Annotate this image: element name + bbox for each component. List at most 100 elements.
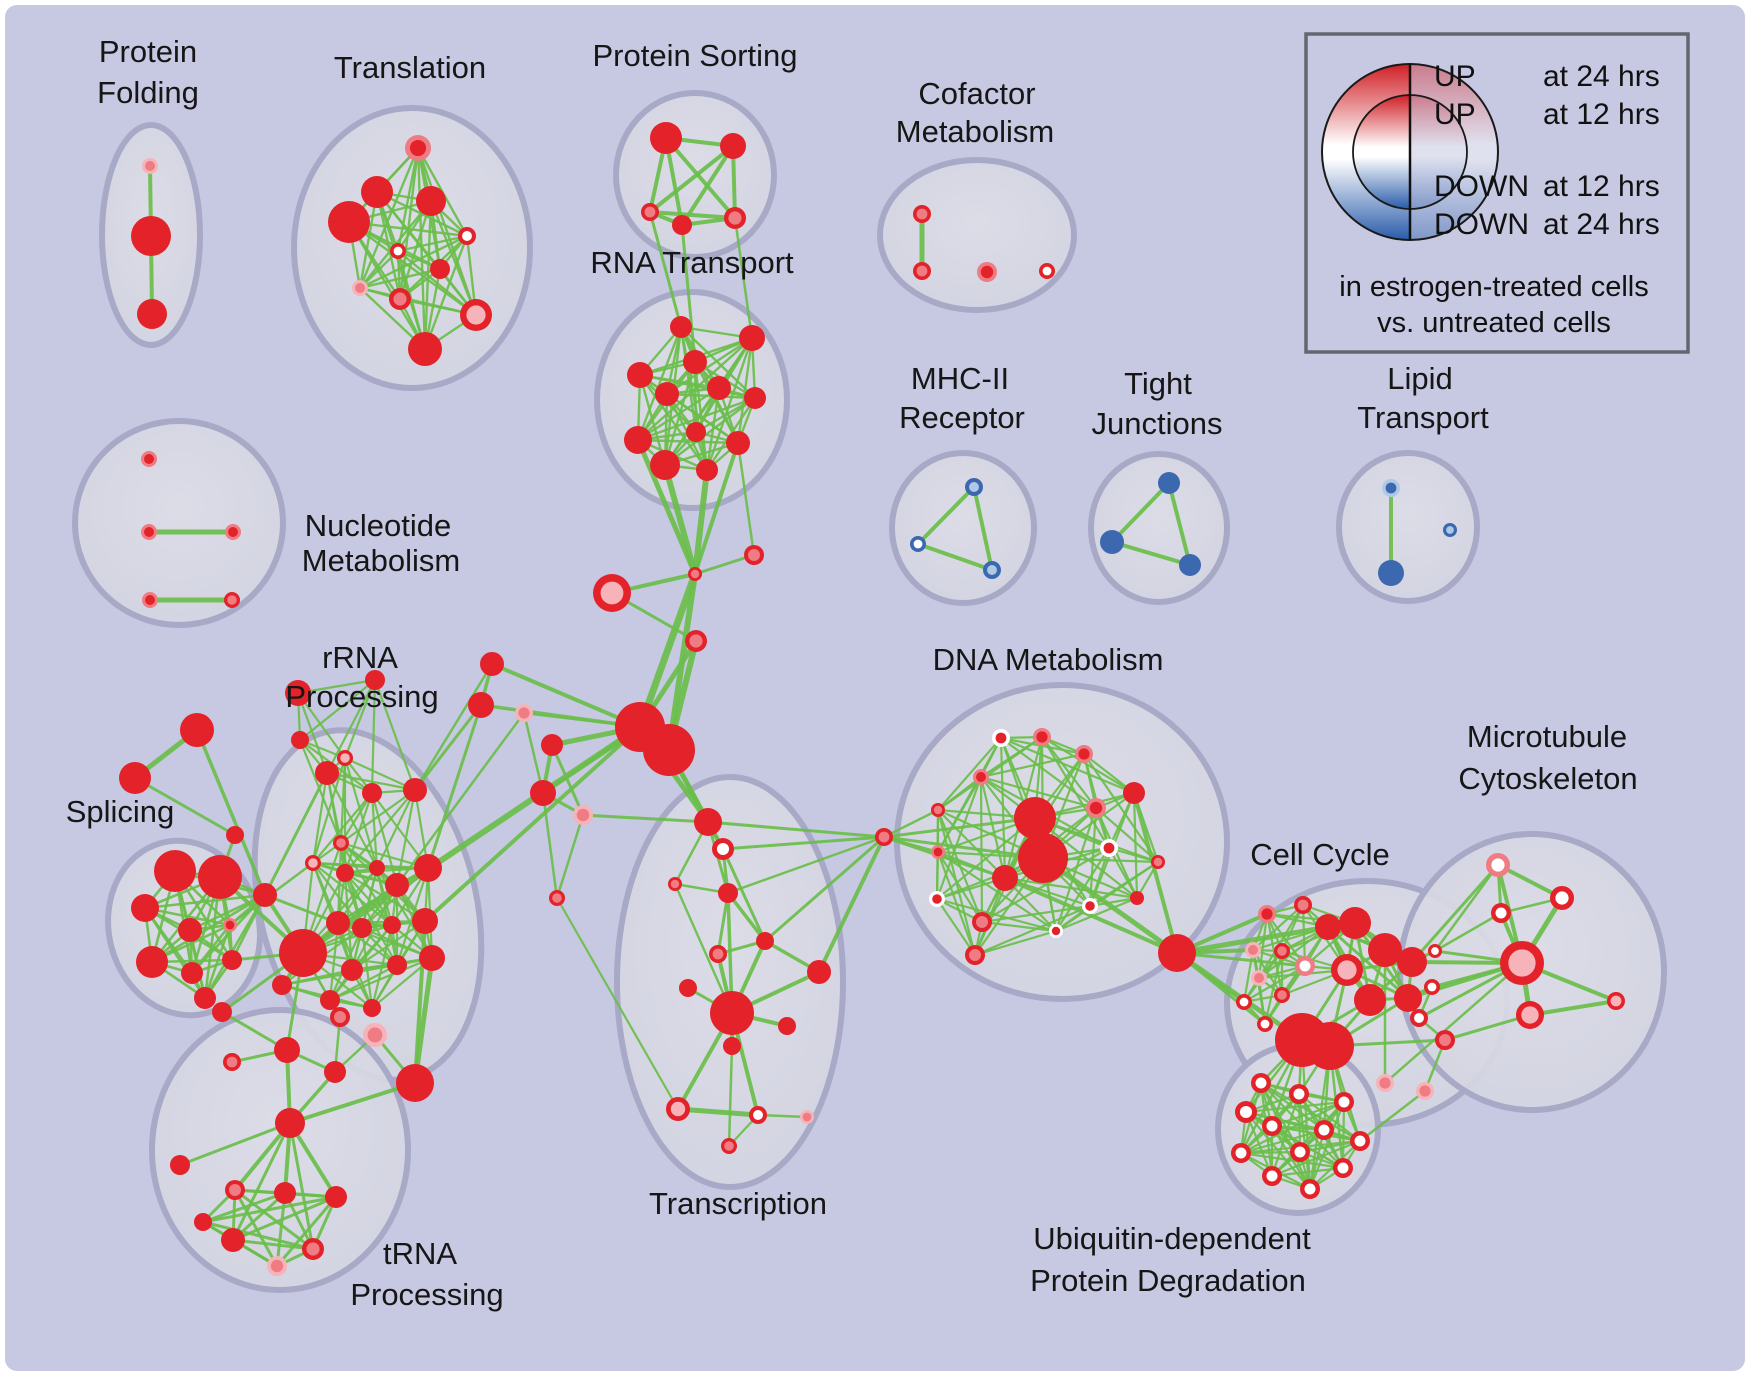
network-edge [396,234,469,253]
network-node [1123,782,1145,804]
network-node [412,908,438,934]
network-edge [648,210,737,220]
network-edge [1003,876,1179,955]
cluster-label-cofactor-metabolism: Cofactor [918,76,1035,111]
network-node [291,731,309,749]
network-edge [343,678,377,760]
network-edge [203,893,267,1000]
network-edge [370,678,377,795]
network-node [221,1228,245,1252]
network-edge [675,1106,761,1118]
network-edge [1239,1151,1345,1170]
network-edge [973,929,1058,957]
network-edge [1132,791,1179,955]
network-node [1274,987,1290,1003]
network-node [142,592,158,608]
network-node [396,1064,434,1102]
legend-footnote: in estrogen-treated cells [1339,271,1649,303]
network-node [389,288,411,310]
network-edge [679,325,709,472]
network-node [142,158,158,174]
network-node [480,652,504,676]
network-node [1289,1084,1309,1104]
network-node [1428,944,1442,958]
network-edge [343,788,417,875]
network-node [131,216,171,256]
cluster-label-dna-metabolism: DNA Metabolism [933,642,1164,677]
cluster-label-splicing: Splicing [66,794,175,829]
network-edge [999,736,1136,795]
network-node [650,122,682,154]
network-edge [288,1081,417,1125]
cluster-label-rna-transport: RNA Transport [590,245,794,280]
network-node [778,1017,796,1035]
network-edge [195,728,267,897]
network-node [1331,954,1363,986]
network-node [1306,1022,1354,1070]
legend-footnote: vs. untreated cells [1377,307,1611,339]
network-node [807,960,831,984]
network-edge [1528,999,1618,1017]
network-edge [325,771,417,792]
network-node [1378,560,1404,586]
network-node [696,459,718,481]
network-edge [716,891,730,956]
cluster-label-ubiquitin-dependent-protein-degradation: Ubiquitin-dependent [1033,1221,1311,1256]
network-edge [133,776,237,837]
network-node [1334,1092,1354,1112]
network-edge [358,249,400,290]
network-edge [882,835,1007,880]
network-node [694,808,722,836]
network-node [170,1155,190,1175]
network-node [181,962,203,984]
network-node [929,891,945,907]
network-edge [395,711,526,887]
network-node [1368,933,1402,967]
network-edge [336,921,399,967]
network-edge [882,808,940,839]
network-node [222,950,242,970]
network-node [325,1186,347,1208]
network-node [875,828,893,846]
cluster-ellipse-tight-junctions [1088,451,1230,605]
network-node [1235,1101,1257,1123]
network-edge [423,725,642,923]
network-node [305,855,321,871]
network-edge [429,199,478,317]
network-edge [935,816,1037,901]
network-node [330,1007,350,1027]
network-node [223,918,237,932]
network-edge [636,325,683,442]
cluster-label-tight-junctions: Junctions [1092,406,1223,441]
network-node [1435,1030,1455,1050]
network-edge [263,893,340,925]
cluster-label-nucleotide-metabolism: Metabolism [302,543,461,578]
network-node [1339,907,1371,939]
network-node [272,975,292,995]
cluster-label-tight-junctions: Tight [1124,366,1192,401]
network-node [541,734,563,756]
legend-direction-label: UP [1434,60,1476,93]
network-node [341,959,363,981]
network-node [274,1037,300,1063]
network-edge [1433,863,1500,953]
network-node [1294,896,1312,914]
network-node [1018,833,1068,883]
network-node [530,780,556,806]
network-node [363,999,381,1017]
cluster-label-translation: Translation [334,50,486,85]
network-edge [721,835,886,851]
network-edge [1040,735,1111,850]
network-node [362,783,382,803]
network-node [1394,984,1422,1012]
network-edge [311,791,374,865]
network-edge [1326,925,1410,1000]
network-edge [343,756,379,870]
network-node [131,894,159,922]
network-node [1251,1073,1271,1093]
network-node [137,299,167,329]
network-node [1251,970,1267,986]
network-edge [979,775,1007,880]
network-node [1179,554,1201,576]
network-node [992,729,1010,747]
